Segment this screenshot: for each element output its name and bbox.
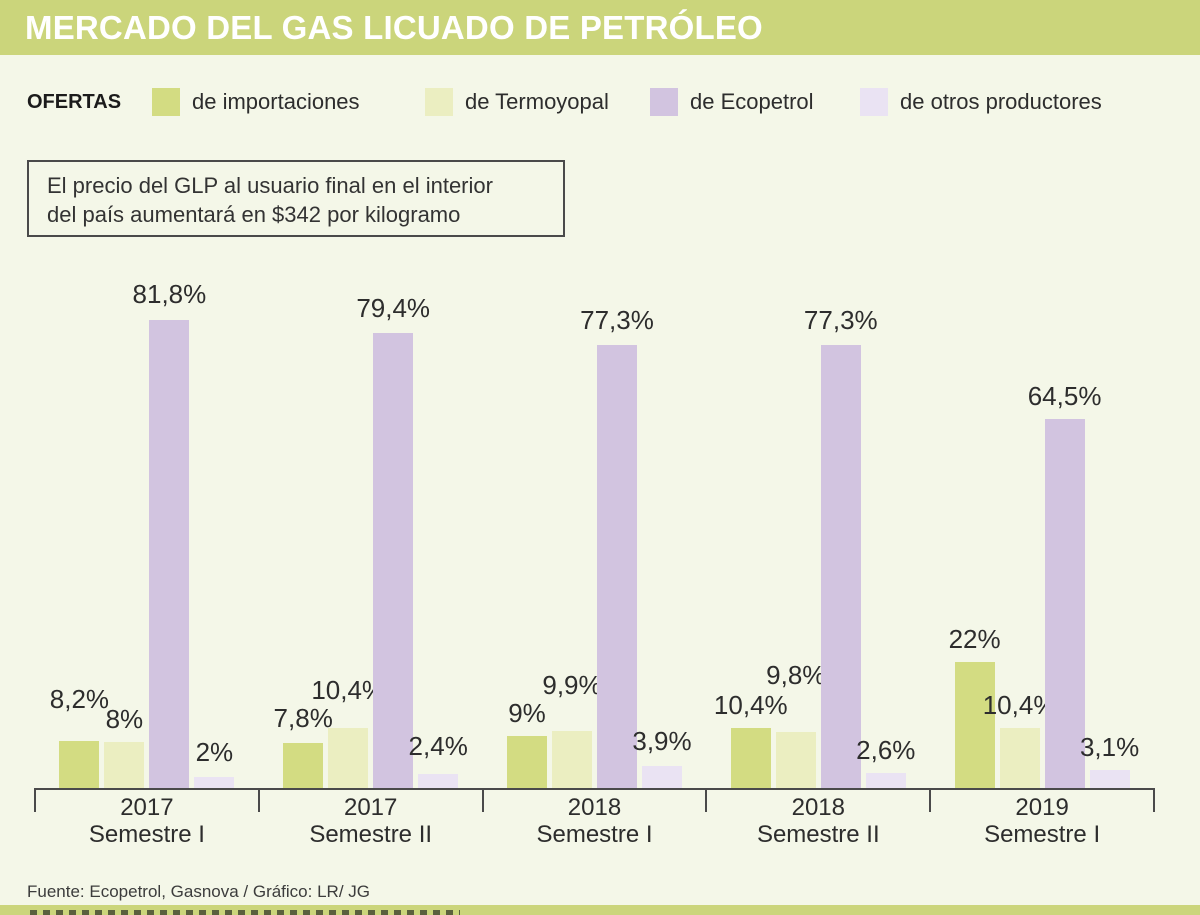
legend-swatch-termoyopal [425,88,453,116]
chart-bar [597,345,637,788]
legend-item-termoyopal: de Termoyopal [425,88,609,116]
bar-value-label: 3,1% [1079,732,1140,763]
axis-tick [34,788,36,812]
chart-bar [328,728,369,788]
page-title: MERCADO DEL GAS LICUADO DE PETRÓLEO [25,8,763,46]
category-semester: Semestre I [88,821,205,848]
category-semester: Semestre I [536,821,653,848]
category-semester: Semestre II [309,821,433,848]
callout-box: El precio del GLP al usuario final en el… [27,160,565,237]
bar-value-label: 9,9% [542,670,602,701]
legend-title: OFERTAS [27,91,122,113]
chart-bar [418,774,459,788]
legend-item-importaciones: de importaciones [152,88,360,116]
bottom-strip [0,905,1200,915]
chart-bar [954,662,995,788]
legend-swatch-otros-productores [860,88,888,116]
header-bar: MERCADO DEL GAS LICUADO DE PETRÓLEO [0,0,1200,55]
axis-tick [1153,788,1155,812]
axis-tick [705,788,708,812]
chart-bar [865,773,906,788]
bar-value-label: 9,8% [766,659,826,690]
chart-bar [999,728,1040,788]
bar-value-label: 10,4% [713,690,788,721]
category-year: 2019 [1015,794,1069,821]
chart-bar [1089,770,1130,788]
legend: OFERTAS de importaciones de Termoyopal d… [0,88,1200,118]
legend-label: de Termoyopal [465,89,609,114]
legend-label: de otros productores [900,89,1102,114]
axis-tick [929,788,932,812]
category-label: 2018 Semestre II [757,794,880,848]
chart-bar [194,776,235,788]
bar-value-label: 7,8% [273,703,333,734]
legend-label: de Ecopetrol [690,89,814,114]
chart-bar [104,742,145,788]
chart-bar [730,728,771,788]
chart-bar [552,731,592,788]
axis-tick [257,788,260,812]
bar-value-label: 2,4% [408,731,468,762]
chart-bar [642,765,682,788]
chart-bar [775,731,816,788]
category-year: 2017 [343,794,398,821]
bar-value-label: 81,8% [132,278,207,309]
category-year: 2018 [567,794,622,821]
bar-value-label: 64,5% [1027,380,1102,411]
bar-value-label: 8% [105,704,144,735]
x-axis-line [35,788,1154,790]
callout-text-line-2: del país aumentará en $342 por kilogramo [47,202,461,227]
legend-item-ecopetrol: de Ecopetrol [650,88,814,116]
bar-value-label: 10,4% [982,690,1057,721]
bar-value-label: 3,9% [632,725,692,756]
category-year: 2017 [120,794,174,821]
category-label: 2017 Semestre I [89,794,205,848]
bar-value-label: 22% [948,624,1001,654]
chart-bar [283,743,324,788]
chart-bar [59,741,100,788]
bar-value-label: 2,6% [856,735,916,766]
legend-swatch-importaciones [152,88,180,116]
chart-bar [149,319,190,788]
category-semester: Semestre II [756,821,880,848]
bar-value-label: 9% [508,698,546,729]
legend-item-otros-productores: de otros productores [860,88,1102,116]
bar-value-label: 77,3% [803,305,878,336]
category-label: 2017 Semestre II [309,794,432,848]
category-label: 2019 Semestre I [984,794,1100,848]
callout-text-line-1: El precio del GLP al usuario final en el… [47,173,493,198]
chart-bar [373,333,414,788]
legend-label: de importaciones [192,89,360,114]
category-semester: Semestre I [984,821,1101,848]
source-note: Fuente: Ecopetrol, Gasnova / Gráfico: LR… [27,882,370,901]
chart-bar [507,736,547,788]
chart-bar [820,345,861,788]
chart-bar [1044,418,1085,788]
bar-value-label: 10,4% [311,675,386,706]
category-year: 2018 [791,794,845,821]
category-label: 2018 Semestre I [536,794,652,848]
axis-tick [481,788,484,812]
cropped-text-marks [30,910,460,915]
bar-value-label: 77,3% [580,305,654,336]
bar-value-label: 2% [195,736,234,767]
legend-swatch-ecopetrol [650,88,678,116]
bar-value-label: 8,2% [49,684,110,715]
bar-value-label: 79,4% [356,293,431,324]
